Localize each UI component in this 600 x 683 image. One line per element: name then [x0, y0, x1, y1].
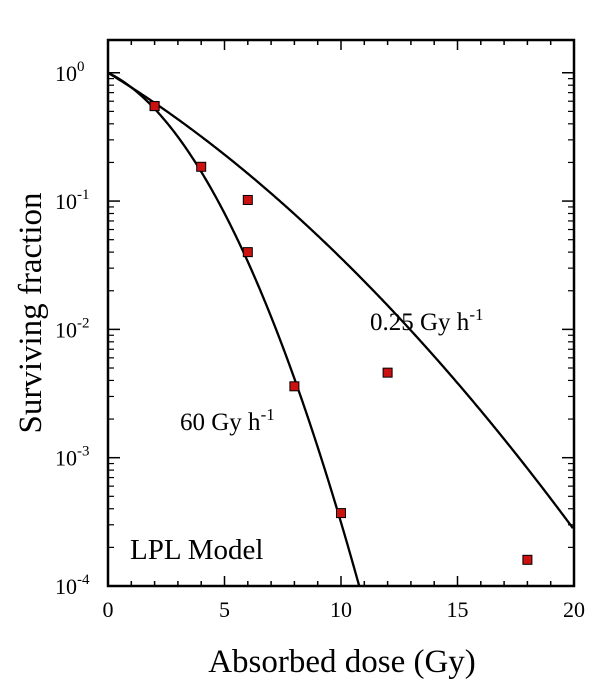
y-tick-labels: 100 10-1 10-2 10-3 10-4 — [55, 59, 90, 599]
y-axis-label: Surviving fraction — [13, 192, 49, 433]
data-point — [242, 194, 253, 205]
data-point — [196, 161, 207, 172]
data-point — [242, 247, 253, 258]
series-label-0.25: 0.25 Gy h-1 — [370, 305, 483, 336]
y-tick-label: 100 — [55, 59, 85, 86]
plot-frame — [106, 38, 576, 588]
x-tick-labels: 0 5 10 15 20 — [103, 597, 586, 622]
x-tick-label: 15 — [447, 597, 469, 622]
y-tick-label: 10-2 — [55, 315, 90, 342]
x-tick-label: 0 — [103, 597, 114, 622]
series-curves — [108, 71, 574, 586]
series-markers — [149, 101, 533, 565]
y-tick-label: 10-4 — [55, 572, 90, 599]
x-tick-label: 5 — [219, 597, 230, 622]
data-point — [522, 554, 533, 565]
series-curve-1 — [108, 71, 361, 586]
data-point — [336, 508, 346, 519]
x-tick-label: 20 — [563, 597, 585, 622]
y-tick-label: 10-3 — [55, 444, 90, 471]
data-point — [289, 381, 300, 392]
data-point — [149, 101, 160, 112]
x-tick-label: 10 — [330, 597, 352, 622]
series-curve-0 — [108, 71, 574, 529]
y-tick-label: 10-1 — [55, 187, 90, 214]
annotation-lpl-model: LPL Model — [130, 534, 263, 566]
tick-marks — [107, 40, 575, 587]
x-axis-label: Absorbed dose (Gy) — [208, 644, 476, 680]
data-point — [382, 367, 393, 378]
series-label-60: 60 Gy h-1 — [180, 405, 275, 436]
